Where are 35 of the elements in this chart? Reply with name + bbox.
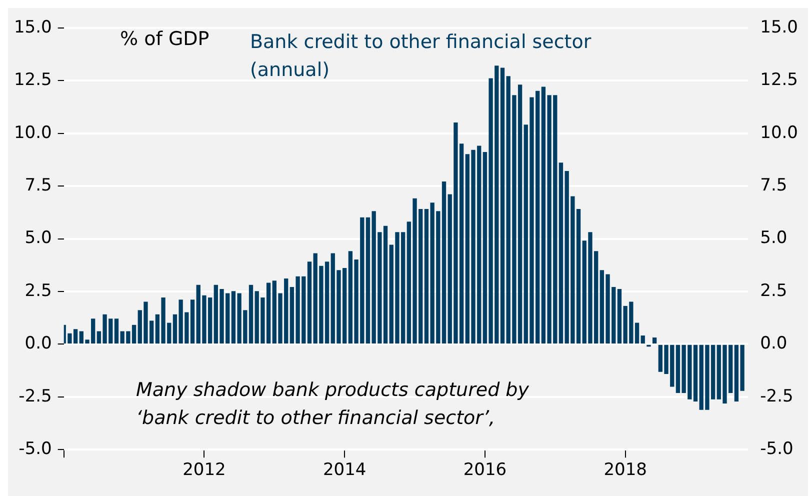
x-tick-label: 2016 [463,460,507,480]
y2-tick-label: -2.5 [760,386,794,406]
bar [114,318,119,344]
bar [248,284,254,344]
y2-tick-label: 0.0 [760,334,788,354]
bar [652,338,657,344]
x-tick-label: 2012 [182,460,226,480]
bar [442,182,446,344]
x-tick-label: 2018 [604,460,647,480]
y-tick-label: -2.5 [18,386,52,406]
x-tick-label: 2014 [322,460,366,480]
y2-tick-label: 10.0 [760,122,798,143]
bar [640,335,645,344]
bar [307,262,312,344]
y-tick-label: 0.0 [24,334,52,354]
bar [558,162,564,344]
y-tick-label: 12.5 [14,70,52,90]
y2-tick-label: -5.0 [760,439,794,460]
y2-tick-label: 7.5 [760,176,788,196]
bar [500,68,505,344]
y-tick-label: 2.5 [24,280,52,301]
y2-tick-label: 12.5 [760,70,798,90]
y2-tick-label: 2.5 [760,280,788,301]
bar [693,344,698,402]
y-tick-label: -5.0 [18,439,52,460]
y2-tick-label: 15.0 [760,17,798,38]
text: Bank credit to other financial sector (annual) [250,30,592,83]
y-tick-label: 10.0 [14,122,52,143]
y2-tick-label: 5.0 [760,228,788,248]
bar [366,217,370,344]
y-tick-label: 15.0 [14,17,52,38]
y-axis-title: % of GDP [120,28,210,50]
y-tick-label: 5.0 [24,228,52,248]
y-tick-label: 7.5 [24,176,52,196]
annotation: Many shadow bank products captured by ‘bank credit to other financial sector’, [136,378,530,431]
